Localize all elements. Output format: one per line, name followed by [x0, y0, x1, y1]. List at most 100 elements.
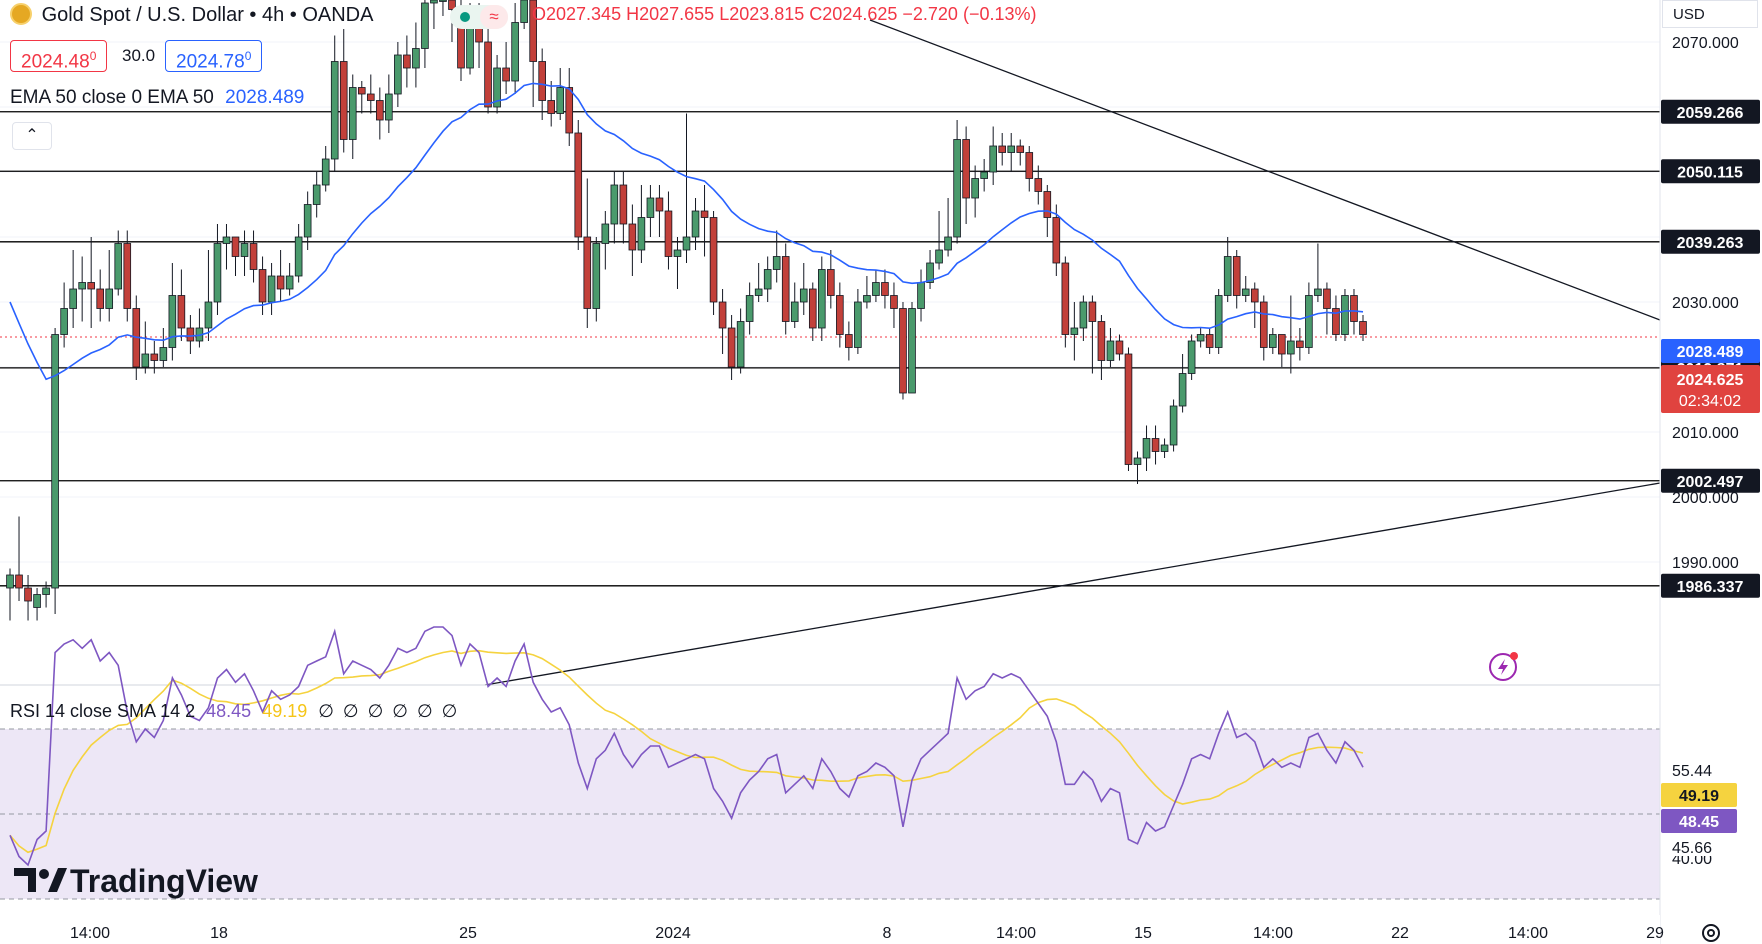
candle[interactable]	[1296, 328, 1304, 361]
candle[interactable]	[348, 74, 357, 160]
candle[interactable]	[718, 289, 727, 354]
candle[interactable]	[854, 289, 862, 354]
candles-layer[interactable]	[6, 0, 1367, 621]
candle[interactable]	[1106, 328, 1115, 367]
candle[interactable]	[1214, 289, 1223, 354]
candle[interactable]	[872, 269, 880, 303]
candle[interactable]	[439, 0, 447, 16]
candle[interactable]	[592, 237, 601, 322]
candle[interactable]	[1350, 289, 1358, 335]
candle[interactable]	[222, 224, 231, 270]
time-axis[interactable]	[0, 915, 1660, 944]
candle[interactable]	[998, 133, 1006, 166]
candle[interactable]	[1151, 425, 1160, 465]
candle[interactable]	[827, 250, 835, 309]
market-status-dot[interactable]: ≈	[450, 5, 508, 29]
candle[interactable]	[502, 42, 510, 94]
candle[interactable]	[78, 256, 86, 322]
candle[interactable]	[6, 568, 14, 621]
candle[interactable]	[240, 230, 249, 277]
candle[interactable]	[601, 211, 610, 270]
currency-selector[interactable]: USD	[1662, 0, 1758, 28]
horizontal-levels[interactable]	[0, 111, 1660, 587]
candle[interactable]	[430, 0, 438, 29]
candle[interactable]	[1259, 295, 1268, 361]
candle[interactable]	[123, 230, 132, 322]
candle[interactable]	[114, 230, 123, 296]
candle[interactable]	[781, 243, 790, 335]
candle[interactable]	[962, 126, 970, 225]
candle[interactable]	[682, 113, 691, 264]
symbol-title[interactable]: Gold Spot / U.S. Dollar • 4h • OANDA	[41, 4, 374, 26]
candle[interactable]	[1115, 334, 1124, 361]
candle[interactable]	[511, 3, 519, 94]
buy-button[interactable]: 2024.780	[165, 40, 263, 72]
candle[interactable]	[231, 236, 240, 276]
candle[interactable]	[691, 198, 700, 250]
candle[interactable]	[1178, 354, 1187, 413]
ema-legend[interactable]: EMA 50 close 0 EMA 50 2028.489	[10, 87, 304, 109]
candle[interactable]	[1341, 289, 1349, 341]
candle[interactable]	[772, 230, 781, 283]
candle[interactable]	[150, 341, 159, 374]
rsi-legend[interactable]: RSI 14 close SMA 14 2 48.45 49.19 ∅ ∅ ∅ …	[10, 701, 459, 722]
candle[interactable]	[583, 178, 592, 329]
candle[interactable]	[276, 250, 285, 302]
candle[interactable]	[727, 315, 736, 380]
candle[interactable]	[249, 230, 258, 283]
candle[interactable]	[1142, 425, 1151, 472]
candle[interactable]	[1061, 256, 1070, 348]
candle[interactable]	[565, 68, 574, 146]
candle[interactable]	[556, 68, 565, 120]
sell-button[interactable]: 2024.480	[10, 40, 108, 72]
candle[interactable]	[303, 191, 312, 251]
candle[interactable]	[845, 321, 853, 361]
candle[interactable]	[42, 581, 50, 608]
candle[interactable]	[628, 204, 637, 277]
candle[interactable]	[989, 126, 997, 186]
candle[interactable]	[799, 263, 808, 315]
candle[interactable]	[168, 263, 177, 361]
candle[interactable]	[1133, 451, 1142, 485]
descending-trendline[interactable]	[869, 19, 1661, 321]
candle[interactable]	[1070, 302, 1079, 361]
candle[interactable]	[1097, 315, 1106, 380]
candle[interactable]	[1332, 295, 1340, 342]
candle[interactable]	[1241, 276, 1250, 302]
candle[interactable]	[96, 269, 105, 322]
candle[interactable]	[745, 282, 754, 335]
candle[interactable]	[1359, 315, 1367, 341]
candle[interactable]	[944, 198, 952, 257]
candle[interactable]	[808, 282, 817, 342]
candle[interactable]	[529, 0, 537, 107]
candle[interactable]	[980, 159, 988, 192]
candle[interactable]	[1278, 334, 1286, 368]
candle[interactable]	[709, 211, 718, 315]
candle[interactable]	[69, 250, 77, 328]
candle[interactable]	[836, 282, 844, 348]
candle[interactable]	[1223, 237, 1232, 302]
candle[interactable]	[24, 575, 32, 621]
candle[interactable]	[1250, 282, 1259, 329]
candle[interactable]	[403, 35, 411, 88]
candle[interactable]	[736, 308, 745, 374]
candle[interactable]	[619, 172, 628, 244]
candle[interactable]	[484, 29, 492, 114]
candle[interactable]	[15, 516, 23, 602]
candle[interactable]	[1305, 282, 1313, 355]
candle[interactable]	[385, 74, 393, 134]
candle[interactable]	[926, 250, 934, 289]
candle[interactable]	[186, 315, 195, 354]
candle[interactable]	[1160, 438, 1169, 459]
candle[interactable]	[312, 172, 321, 218]
candle[interactable]	[177, 269, 186, 342]
candle[interactable]	[881, 269, 889, 309]
candle[interactable]	[1232, 250, 1241, 309]
candle[interactable]	[294, 224, 303, 283]
candle[interactable]	[1052, 204, 1061, 277]
candle[interactable]	[51, 328, 59, 614]
candle[interactable]	[574, 120, 583, 250]
candle[interactable]	[646, 185, 655, 237]
collapse-legend-button[interactable]: ⌃	[12, 122, 52, 150]
